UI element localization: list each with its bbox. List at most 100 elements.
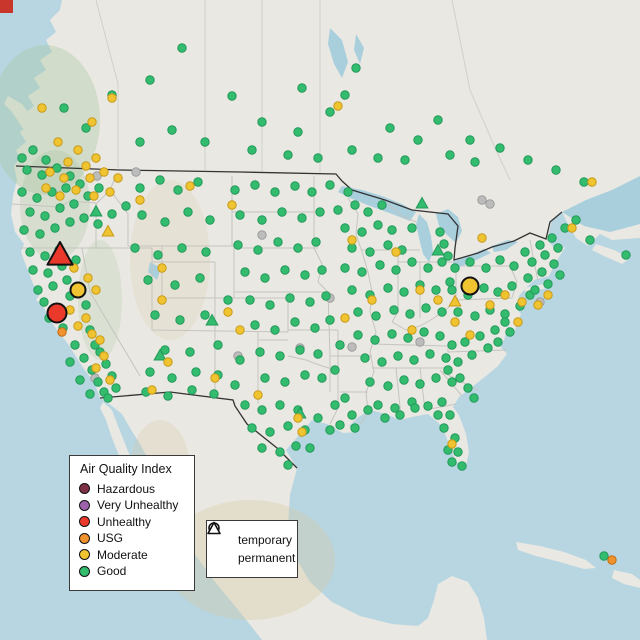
- monitor-dot-moderate[interactable]: [347, 235, 357, 245]
- monitor-dot-good[interactable]: [283, 150, 293, 160]
- monitor-dot-good[interactable]: [347, 145, 357, 155]
- monitor-dot-moderate[interactable]: [91, 153, 101, 163]
- monitor-dot-moderate[interactable]: [45, 167, 55, 177]
- monitor-dot-good[interactable]: [143, 275, 153, 285]
- monitor-dot-good[interactable]: [465, 257, 475, 267]
- monitor-dot-good[interactable]: [425, 349, 435, 359]
- monitor-dot-good[interactable]: [297, 83, 307, 93]
- monitor-dot-good[interactable]: [235, 210, 245, 220]
- monitor-dot-good[interactable]: [383, 381, 393, 391]
- monitor-dot-moderate[interactable]: [227, 200, 237, 210]
- monitor-dot-good[interactable]: [111, 383, 121, 393]
- monitor-dot-good[interactable]: [305, 297, 315, 307]
- monitor-dot-good[interactable]: [285, 293, 295, 303]
- monitor-dot-good[interactable]: [70, 340, 80, 350]
- monitor-dot-moderate[interactable]: [407, 325, 417, 335]
- monitor-dot-good[interactable]: [347, 285, 357, 295]
- monitor-dot-good[interactable]: [107, 209, 117, 219]
- monitor-dot-good[interactable]: [150, 310, 160, 320]
- monitor-dot-good[interactable]: [500, 309, 510, 319]
- monitor-dot-moderate[interactable]: [157, 263, 167, 273]
- monitor-dot-good[interactable]: [310, 323, 320, 333]
- monitor-dot-good[interactable]: [483, 343, 493, 353]
- monitor-dot-good[interactable]: [69, 199, 79, 209]
- monitor-dot-good[interactable]: [360, 353, 370, 363]
- monitor-dot-good[interactable]: [247, 423, 257, 433]
- monitor-dot-moderate[interactable]: [433, 295, 443, 305]
- monitor-dot-moderate[interactable]: [477, 233, 487, 243]
- monitor-dot-good[interactable]: [387, 225, 397, 235]
- monitor-dot-good[interactable]: [450, 263, 460, 273]
- monitor-dot-good[interactable]: [460, 337, 470, 347]
- monitor-dot-good[interactable]: [43, 268, 53, 278]
- monitor-dot-good[interactable]: [377, 357, 387, 367]
- monitor-dot-moderate[interactable]: [297, 427, 307, 437]
- monitor-dot-good[interactable]: [265, 300, 275, 310]
- monitor-dot-good[interactable]: [437, 257, 447, 267]
- monitor-dot-good[interactable]: [523, 155, 533, 165]
- monitor-dot-good[interactable]: [32, 193, 42, 203]
- monitor-dot-good[interactable]: [160, 217, 170, 227]
- monitor-dot-good[interactable]: [530, 285, 540, 295]
- monitor-dot-good[interactable]: [535, 240, 545, 250]
- monitor-dot-good[interactable]: [470, 157, 480, 167]
- monitor-dot-good[interactable]: [325, 425, 335, 435]
- monitor-dot-moderate[interactable]: [87, 329, 97, 339]
- monitor-dot-good[interactable]: [235, 355, 245, 365]
- monitor-dot-good[interactable]: [490, 325, 500, 335]
- monitor-dot-good[interactable]: [35, 229, 45, 239]
- monitor-dot-good[interactable]: [293, 127, 303, 137]
- monitor-dot-good[interactable]: [41, 155, 51, 165]
- monitor-dot-good[interactable]: [317, 265, 327, 275]
- monitor-dot-good[interactable]: [61, 183, 71, 193]
- monitor-dot-good[interactable]: [523, 273, 533, 283]
- monitor-dot-moderate[interactable]: [105, 187, 115, 197]
- monitor-dot-good[interactable]: [439, 239, 449, 249]
- monitor-dot-moderate[interactable]: [99, 167, 109, 177]
- monitor-dot-moderate[interactable]: [73, 145, 83, 155]
- monitor-dot-good[interactable]: [185, 347, 195, 357]
- monitor-dot-good[interactable]: [380, 413, 390, 423]
- monitor-dot-moderate[interactable]: [450, 317, 460, 327]
- monitor-dot-moderate[interactable]: [415, 285, 425, 295]
- monitor-dot-good[interactable]: [495, 143, 505, 153]
- monitor-dot-no_data[interactable]: [485, 199, 495, 209]
- monitor-dot-good[interactable]: [19, 225, 29, 235]
- monitor-dot-good[interactable]: [343, 187, 353, 197]
- monitor-dot-good[interactable]: [28, 145, 38, 155]
- monitor-dot-good[interactable]: [275, 351, 285, 361]
- monitor-dot-good[interactable]: [437, 307, 447, 317]
- monitor-dot-moderate[interactable]: [465, 330, 475, 340]
- monitor-dot-moderate[interactable]: [69, 263, 79, 273]
- monitor-dot-good[interactable]: [200, 310, 210, 320]
- monitor-dot-good[interactable]: [313, 413, 323, 423]
- monitor-dot-good[interactable]: [347, 410, 357, 420]
- monitor-dot-good[interactable]: [475, 331, 485, 341]
- monitor-dot-good[interactable]: [599, 551, 609, 561]
- monitor-dot-good[interactable]: [585, 235, 595, 245]
- monitor-dot-good[interactable]: [247, 145, 257, 155]
- monitor-dot-good[interactable]: [103, 393, 113, 403]
- monitor-dot-good[interactable]: [37, 170, 47, 180]
- monitor-dot-good[interactable]: [407, 223, 417, 233]
- monitor-dot-good[interactable]: [465, 135, 475, 145]
- monitor-dot-good[interactable]: [423, 401, 433, 411]
- monitor-dot-moderate[interactable]: [210, 373, 220, 383]
- monitor-dot-good[interactable]: [357, 267, 367, 277]
- monitor-dot-moderate[interactable]: [91, 285, 101, 295]
- monitor-dot-good[interactable]: [543, 279, 553, 289]
- monitor-dot-good[interactable]: [439, 423, 449, 433]
- monitor-dot-good[interactable]: [209, 389, 219, 399]
- monitor-dot-moderate[interactable]: [89, 191, 99, 201]
- monitor-dot-good[interactable]: [40, 211, 50, 221]
- monitor-dot-good[interactable]: [280, 265, 290, 275]
- monitor-dot-good[interactable]: [313, 349, 323, 359]
- monitor-dot-good[interactable]: [457, 461, 467, 471]
- monitor-dot-good[interactable]: [59, 103, 69, 113]
- monitor-dot-good[interactable]: [191, 367, 201, 377]
- monitor-dot-good[interactable]: [290, 181, 300, 191]
- monitor-dot-good[interactable]: [330, 400, 340, 410]
- monitor-dot-good[interactable]: [240, 400, 250, 410]
- monitor-dot-good[interactable]: [470, 311, 480, 321]
- monitor-dot-good[interactable]: [455, 373, 465, 383]
